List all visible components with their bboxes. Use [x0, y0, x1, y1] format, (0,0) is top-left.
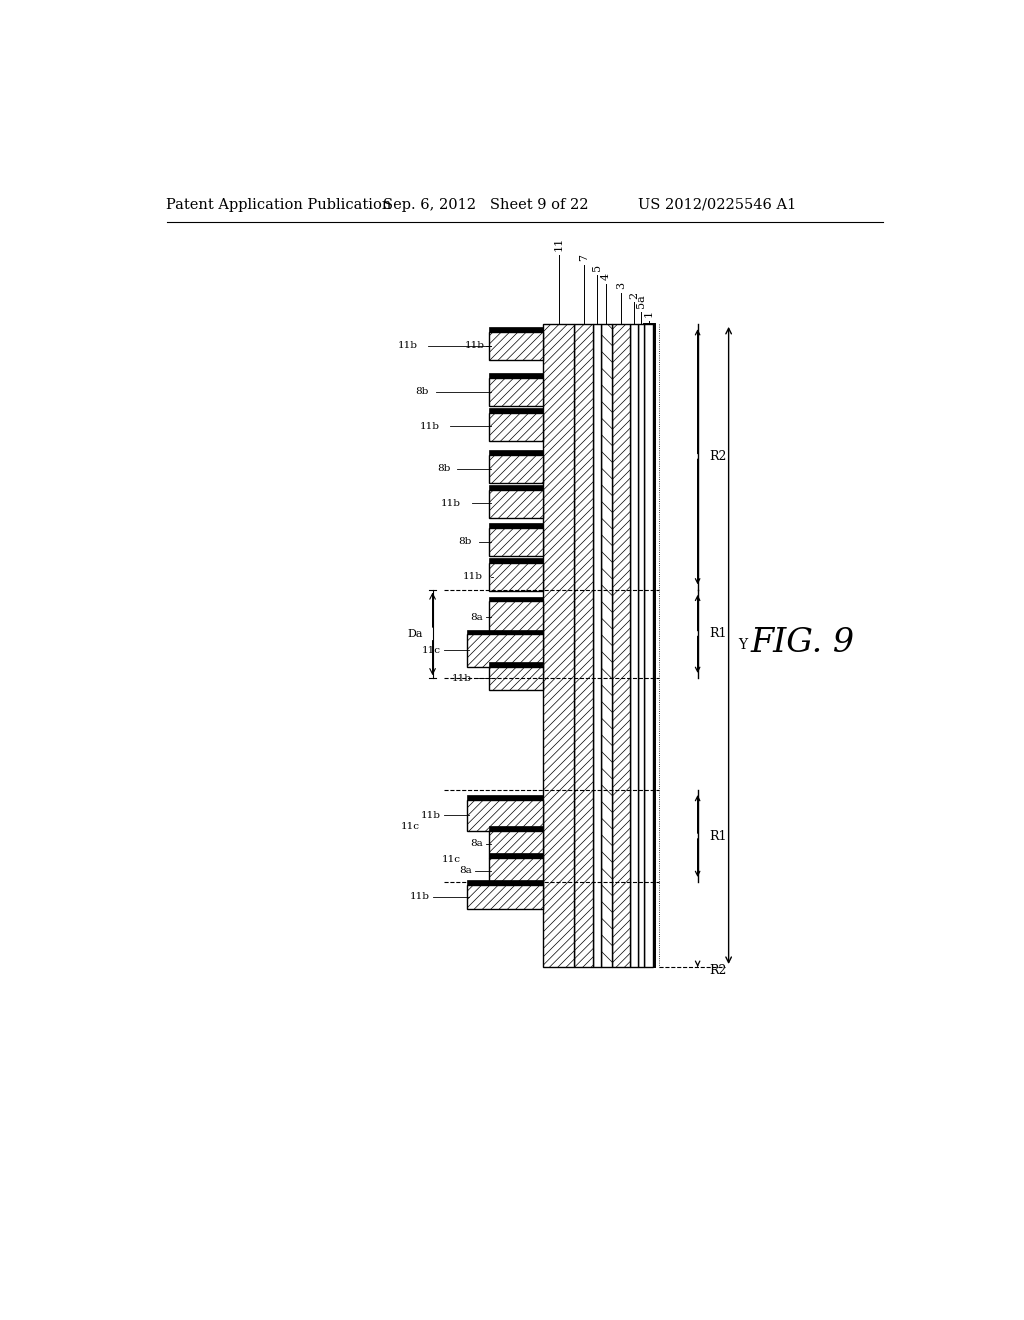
Bar [467, 630, 544, 635]
Bar [467, 800, 544, 830]
Bar [467, 884, 544, 909]
Text: 1: 1 [644, 310, 653, 317]
Text: Y: Y [738, 638, 748, 652]
Text: R2: R2 [710, 450, 727, 463]
Text: 11b: 11b [398, 341, 418, 350]
Bar [467, 880, 544, 884]
Text: 11b: 11b [411, 892, 430, 902]
Text: 5a: 5a [636, 294, 646, 308]
Text: 11b: 11b [463, 572, 483, 581]
Bar [489, 562, 544, 591]
Text: 11c: 11c [442, 854, 461, 863]
Text: R1: R1 [710, 829, 727, 842]
Text: 11b: 11b [465, 341, 484, 350]
Text: Sep. 6, 2012   Sheet 9 of 22: Sep. 6, 2012 Sheet 9 of 22 [383, 198, 589, 211]
Bar [489, 558, 544, 562]
Bar [467, 795, 544, 800]
Bar [574, 323, 593, 966]
Bar [489, 374, 544, 378]
Text: 2: 2 [629, 292, 639, 298]
Text: Patent Application Publication: Patent Application Publication [167, 198, 392, 211]
Bar [489, 331, 544, 360]
Text: 4: 4 [601, 273, 611, 280]
Bar [544, 323, 574, 966]
Text: 3: 3 [615, 282, 626, 289]
Text: 11c: 11c [400, 822, 420, 832]
Bar [489, 455, 544, 483]
Text: FIG. 9: FIG. 9 [751, 627, 854, 660]
Text: R1: R1 [710, 627, 727, 640]
Bar [489, 327, 544, 331]
Bar [611, 323, 630, 966]
Bar [489, 667, 544, 689]
Bar [630, 323, 638, 966]
Bar [593, 323, 601, 966]
Bar [489, 412, 544, 441]
Bar [489, 528, 544, 557]
Text: 8a: 8a [460, 866, 472, 875]
Bar [489, 601, 544, 635]
Text: 8b: 8b [459, 537, 472, 546]
Bar [489, 490, 544, 517]
Bar [489, 858, 544, 884]
Text: Da: Da [407, 628, 423, 639]
Text: 11: 11 [554, 236, 564, 251]
Text: 11b: 11b [421, 810, 441, 820]
Bar [489, 524, 544, 528]
Bar [644, 323, 655, 966]
Text: 8a: 8a [470, 840, 483, 849]
Bar [489, 378, 544, 407]
Bar [489, 484, 544, 490]
Text: 11c: 11c [422, 645, 441, 655]
Bar [489, 597, 544, 601]
Bar [489, 450, 544, 455]
Bar [467, 635, 544, 667]
Text: 8b: 8b [416, 387, 429, 396]
Text: 7: 7 [579, 253, 589, 261]
Bar [601, 323, 611, 966]
Bar [644, 323, 653, 966]
Text: 11b: 11b [420, 422, 439, 430]
Text: 5: 5 [592, 264, 602, 271]
Text: US 2012/0225546 A1: US 2012/0225546 A1 [638, 198, 796, 211]
Bar [489, 408, 544, 413]
Bar [489, 853, 544, 858]
Text: 11b: 11b [453, 673, 472, 682]
Bar [638, 323, 644, 966]
Bar [489, 826, 544, 830]
Text: 8a: 8a [470, 612, 483, 622]
Bar [489, 830, 544, 858]
Text: 8b: 8b [437, 465, 451, 473]
Text: R2: R2 [710, 964, 727, 977]
Text: 11b: 11b [441, 499, 461, 508]
Bar [489, 663, 544, 667]
